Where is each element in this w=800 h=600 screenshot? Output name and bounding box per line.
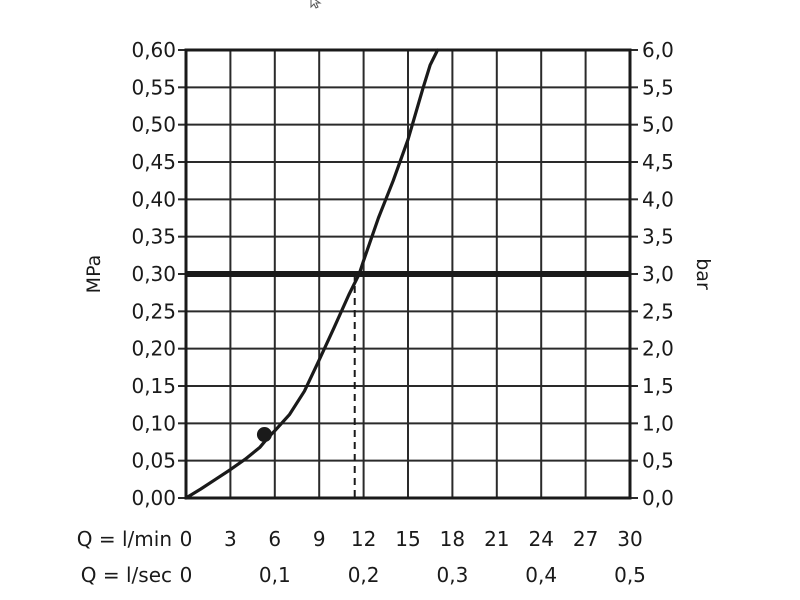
- x-lmin-tick-label: 30: [617, 527, 642, 551]
- y-left-tick-label: 0,00: [131, 486, 176, 510]
- y-left-axis-title: MPa: [83, 255, 105, 294]
- x-lmin-tick-label: 27: [573, 527, 598, 551]
- y-left-tick-label: 0,50: [131, 113, 176, 137]
- y-left-tick-label: 0,55: [131, 75, 176, 99]
- x-lsec-tick-label: 0,5: [614, 563, 646, 587]
- plot-frame: [184, 48, 632, 500]
- x-lsec-tick-label: 0,3: [436, 563, 468, 587]
- y-right-tick-label: 1,0: [642, 411, 674, 435]
- y-left-tick-label: 0,20: [131, 337, 176, 361]
- y-right-tick-label: 2,0: [642, 337, 674, 361]
- y-left-tick-label: 0,10: [131, 411, 176, 435]
- y-right-tick-label: 4,0: [642, 187, 674, 211]
- y-left-tick-label: 0,60: [131, 38, 176, 62]
- y-left-tick-label: 0,35: [131, 225, 176, 249]
- x-lmin-tick-label: 24: [528, 527, 553, 551]
- y-left-tick-label: 0,05: [131, 449, 176, 473]
- x-lmin-tick-label: 9: [313, 527, 326, 551]
- axis-labels: 0,00 0,00,05 0,50,10 1,00,15 1,50,20 2,00,25 2…: [131, 38, 673, 587]
- y-left-tick-label: 0,40: [131, 187, 176, 211]
- y-right-tick-label: 2,5: [642, 299, 674, 323]
- mouse-cursor-icon: [310, 0, 322, 9]
- y-left-tick-label: 0,45: [131, 150, 176, 174]
- x-axis-row-lmin-title: Q = l/min: [77, 527, 172, 551]
- y-right-tick-label: 0,5: [642, 449, 674, 473]
- x-lsec-tick-label: 0,1: [259, 563, 291, 587]
- x-lmin-tick-label: 21: [484, 527, 509, 551]
- y-right-tick-label: 5,0: [642, 113, 674, 137]
- y-left-tick-label: 0,15: [131, 374, 176, 398]
- x-lmin-tick-label: 3: [224, 527, 237, 551]
- y-right-tick-label: 1,5: [642, 374, 674, 398]
- x-lmin-tick-label: 6: [268, 527, 281, 551]
- x-lmin-tick-label: 12: [351, 527, 376, 551]
- y-right-tick-label: 3,0: [642, 262, 674, 286]
- y-right-tick-label: 0,0: [642, 486, 674, 510]
- plot-border: [184, 48, 632, 500]
- y-left-tick-label: 0,25: [131, 299, 176, 323]
- y-right-tick-label: 3,5: [642, 225, 674, 249]
- x-lsec-tick-label: 0,2: [348, 563, 380, 587]
- y-right-axis-title: bar: [692, 258, 714, 290]
- reference-lines: [186, 271, 630, 498]
- x-lmin-tick-label: 18: [440, 527, 465, 551]
- operating-point-marker: [256, 427, 272, 443]
- y-right-tick-label: 6,0: [642, 38, 674, 62]
- y-left-tick-label: 0,30: [131, 262, 176, 286]
- series-line: [184, 48, 440, 500]
- y-right-tick-label: 4,5: [642, 150, 674, 174]
- x-lsec-tick-label: 0: [180, 563, 193, 587]
- x-axis-row-lsec-title: Q = l/sec: [81, 563, 172, 587]
- x-lsec-tick-label: 0,4: [525, 563, 557, 587]
- x-lmin-tick-label: 0: [180, 527, 193, 551]
- x-lmin-tick-label: 15: [395, 527, 420, 551]
- curve: [184, 48, 440, 500]
- y-right-tick-label: 5,5: [642, 75, 674, 99]
